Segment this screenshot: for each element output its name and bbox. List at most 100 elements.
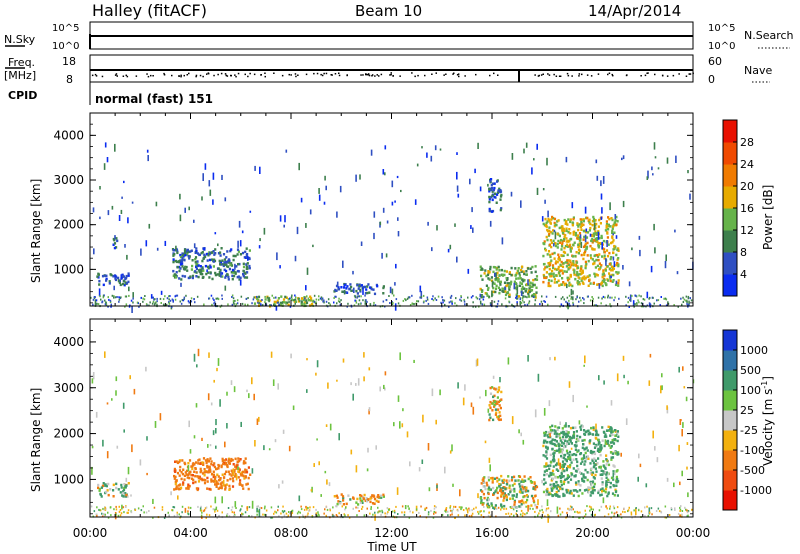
heatmap-cell bbox=[604, 490, 607, 494]
heatmap-cell bbox=[219, 399, 221, 407]
heatmap-cell bbox=[108, 280, 111, 283]
heatmap-cell bbox=[516, 295, 518, 298]
heatmap-cell bbox=[238, 483, 241, 486]
heatmap-cell bbox=[406, 431, 409, 438]
heatmap-cell bbox=[593, 222, 596, 231]
heatmap-cell bbox=[494, 408, 497, 411]
heatmap-cell bbox=[584, 447, 587, 450]
heatmap-cell bbox=[466, 509, 469, 512]
heatmap-cell bbox=[561, 229, 564, 232]
heatmap-cell bbox=[552, 452, 555, 455]
heatmap-cell bbox=[496, 390, 499, 394]
heatmap-cell bbox=[566, 296, 569, 299]
heatmap-cell bbox=[505, 498, 508, 502]
heatmap-cell bbox=[481, 503, 484, 506]
heatmap-cell bbox=[605, 483, 608, 486]
heatmap-cell bbox=[234, 299, 236, 302]
heatmap-cell bbox=[348, 287, 351, 291]
heatmap-cell bbox=[597, 438, 600, 442]
heatmap-cell bbox=[397, 513, 399, 515]
heatmap-cell bbox=[620, 452, 622, 457]
heatmap-cell bbox=[576, 237, 579, 240]
heatmap-cell bbox=[594, 266, 597, 269]
heatmap-cell bbox=[359, 302, 362, 305]
heatmap-cell bbox=[586, 254, 589, 257]
heatmap-cell bbox=[159, 413, 162, 421]
heatmap-cell bbox=[359, 290, 362, 293]
heatmap-cell bbox=[542, 490, 546, 494]
heatmap-cell bbox=[597, 244, 600, 247]
heatmap-cell bbox=[215, 483, 218, 486]
heatmap-cell bbox=[107, 305, 109, 308]
heatmap-cell bbox=[572, 290, 574, 295]
heatmap-cell bbox=[291, 509, 294, 512]
colorbar-segment bbox=[723, 208, 737, 231]
heatmap-cell bbox=[180, 486, 183, 490]
heatmap-cell bbox=[304, 297, 306, 300]
heatmap-cell bbox=[601, 275, 604, 279]
heatmap-cell bbox=[657, 167, 660, 170]
heatmap-cell bbox=[176, 511, 178, 514]
heatmap-cell bbox=[260, 303, 262, 306]
heatmap-cell bbox=[568, 435, 571, 439]
heatmap-cell bbox=[511, 303, 513, 306]
heatmap-cell bbox=[543, 433, 547, 436]
heatmap-cell bbox=[548, 516, 551, 519]
heatmap-cell bbox=[323, 301, 325, 304]
heatmap-cell bbox=[303, 301, 306, 304]
heatmap-cell bbox=[261, 299, 263, 301]
heatmap-cell bbox=[332, 514, 334, 517]
heatmap-cell bbox=[510, 266, 513, 270]
heatmap-cell bbox=[325, 185, 327, 191]
heatmap-cell bbox=[257, 510, 259, 513]
heatmap-cell bbox=[168, 298, 170, 301]
heatmap-cell bbox=[615, 215, 618, 219]
heatmap-cell bbox=[223, 268, 226, 272]
heatmap-cell bbox=[593, 485, 596, 489]
heatmap-cell bbox=[682, 422, 684, 428]
heatmap-cell bbox=[573, 241, 576, 244]
heatmap-cell bbox=[534, 510, 536, 513]
heatmap-cell bbox=[399, 421, 401, 429]
heatmap-cell bbox=[589, 254, 592, 257]
heatmap-cell bbox=[589, 494, 592, 497]
heatmap-cell bbox=[474, 168, 476, 174]
heatmap-cell bbox=[565, 435, 568, 439]
heatmap-cell bbox=[574, 426, 577, 429]
heatmap-cell bbox=[581, 477, 584, 481]
heatmap-cell bbox=[649, 296, 651, 299]
heatmap-cell bbox=[594, 463, 597, 466]
heatmap-cell bbox=[121, 494, 124, 497]
nave-dot bbox=[253, 73, 256, 76]
heatmap-cell bbox=[565, 270, 568, 273]
heatmap-cell bbox=[392, 302, 394, 305]
heatmap-cell bbox=[209, 266, 212, 269]
heatmap-cell bbox=[391, 180, 394, 188]
heatmap-cell bbox=[193, 353, 196, 362]
heatmap-cell bbox=[258, 301, 261, 305]
heatmap-cell bbox=[120, 486, 123, 489]
heatmap-cell bbox=[559, 487, 562, 491]
heatmap-cell bbox=[691, 508, 693, 511]
heatmap-cell bbox=[657, 299, 660, 302]
heatmap-cell bbox=[497, 506, 500, 509]
heatmap-cell bbox=[616, 261, 619, 265]
heatmap-cell bbox=[607, 243, 610, 246]
colorbar-tick-label: 100 bbox=[740, 384, 761, 397]
heatmap-cell bbox=[548, 474, 551, 477]
heatmap-cell bbox=[560, 245, 564, 248]
heatmap-cell bbox=[508, 282, 511, 285]
heatmap-cell bbox=[563, 238, 566, 241]
heatmap-cell bbox=[155, 301, 157, 304]
heatmap-cell bbox=[545, 473, 548, 476]
heatmap-cell bbox=[384, 172, 386, 176]
heatmap-cell bbox=[598, 253, 601, 256]
heatmap-cell bbox=[127, 482, 130, 485]
nave-dot bbox=[323, 72, 325, 75]
heatmap-cell bbox=[597, 268, 601, 271]
heatmap-cell bbox=[491, 280, 494, 288]
heatmap-cell bbox=[220, 465, 223, 469]
heatmap-cell bbox=[217, 358, 220, 366]
heatmap-cell bbox=[316, 360, 319, 368]
heatmap-cell bbox=[247, 297, 249, 299]
